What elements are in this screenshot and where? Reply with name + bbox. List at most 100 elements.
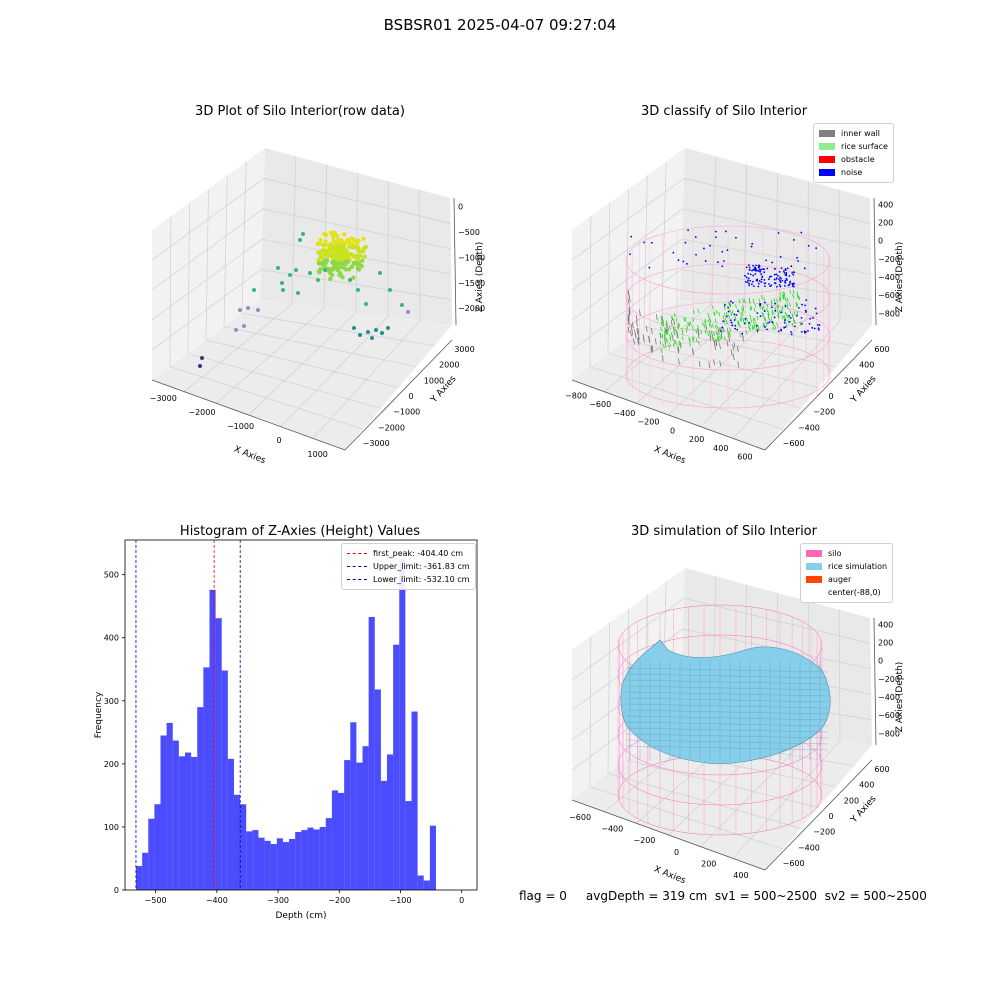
cls-surface-point (664, 328, 667, 333)
sim-ytick-label: −200 (813, 828, 835, 837)
cls-surface-point (739, 333, 742, 338)
histogram-bar (387, 754, 394, 890)
raw-point (362, 254, 368, 259)
raw-point (364, 302, 368, 306)
cls-surface-point (709, 333, 712, 338)
cls-noise-point (759, 302, 762, 305)
raw-point (344, 251, 349, 256)
cls-surface-point (670, 332, 673, 337)
cls-surface-point (764, 317, 767, 322)
cls-noise-point (789, 280, 792, 283)
cls-axis-line (873, 197, 877, 326)
cls-noise-point (763, 279, 766, 281)
cls-noise-point (677, 259, 680, 262)
cls-surface-point (748, 325, 750, 331)
cls-wall-point (732, 344, 735, 351)
raw-xtick-label: −1000 (227, 422, 254, 431)
cls-wall-point (631, 322, 634, 329)
cls-surface-point (661, 334, 664, 339)
cls-surface-point (723, 312, 726, 317)
cls-surface-point (714, 318, 717, 323)
cls-gridline (680, 269, 872, 300)
cls-noise-point (731, 301, 734, 304)
cls-gridline (682, 208, 871, 250)
cls-gridline (711, 156, 717, 305)
raw-xlabel: X Axies (232, 445, 267, 467)
cls-noise-point (752, 264, 754, 267)
cls-wall-point (736, 345, 739, 352)
cls-noise-point (763, 310, 766, 312)
cls-surface-point (660, 326, 662, 332)
cls-surface-point (742, 304, 744, 309)
cls-surface-point (712, 323, 714, 328)
cls-noise-point (783, 271, 786, 274)
cls-noise-point (630, 235, 633, 238)
cls-noise-point (760, 268, 763, 271)
cls-point-cloud (625, 225, 831, 414)
cls-gridline (732, 320, 841, 439)
cls-wall-point (711, 330, 713, 337)
cls-noise-point (756, 312, 759, 315)
cls-surface-point (692, 337, 694, 342)
cls-surface-point (684, 317, 687, 322)
cls-noise-point (782, 270, 785, 272)
cls-wall-point (648, 335, 650, 343)
cls-gridline (571, 238, 683, 321)
cls-noise-point (684, 241, 687, 244)
raw-ztick-label: 0 (458, 203, 463, 212)
cls-axis-line (764, 339, 873, 451)
cls-surface-point (683, 317, 686, 322)
cls-surface-point (718, 336, 720, 342)
raw-ytick-label: 0 (409, 392, 414, 401)
raw-gridline (312, 320, 421, 439)
cls-surface-point (669, 334, 671, 339)
cls-surface-point (792, 289, 795, 294)
cls-surface-point (672, 343, 675, 348)
raw-point (355, 245, 360, 250)
cls-noise-point (773, 273, 776, 276)
cls-noise-point (818, 324, 821, 327)
cls-noise-point (785, 271, 788, 274)
cls-surface-point (669, 325, 671, 330)
sim-mesh-line (625, 721, 829, 727)
cls-noise-point (759, 315, 762, 318)
sim-ztick-label: 200 (878, 639, 893, 648)
cls-noise-point (771, 321, 774, 324)
cls-noise-point (724, 304, 726, 306)
cls-gridline (681, 238, 872, 275)
cls-surface-point (776, 322, 778, 327)
cls-surface-point (713, 331, 715, 336)
cls-wall-point (637, 327, 640, 334)
raw-point (344, 239, 350, 244)
cls-surface-point (727, 333, 730, 338)
cls-surface-point (791, 313, 794, 318)
cls-surface-point (766, 303, 769, 308)
raw-point (316, 269, 322, 274)
sim-xtick-label: 200 (701, 860, 716, 869)
cls-surface-point (715, 310, 718, 315)
cls-noise-point (744, 317, 747, 320)
cls-surface-point (728, 331, 731, 336)
cls-noise-point (807, 329, 809, 332)
sim-mesh-line (625, 745, 829, 751)
raw-gridline (187, 202, 191, 354)
raw-pane-right (260, 148, 452, 325)
histogram-bar (246, 831, 253, 890)
cls-noise-point (753, 266, 756, 269)
histogram-xtick-label: −200 (328, 896, 350, 905)
cls-noise-point (790, 331, 792, 333)
cls-surface-point (707, 312, 710, 317)
raw-point (323, 242, 329, 248)
raw-point (335, 268, 340, 273)
cls-wall-point (691, 348, 694, 355)
sim-xtick-label: −200 (633, 836, 655, 845)
cls-surface-point (673, 320, 676, 325)
cls-surface-point (749, 326, 751, 331)
raw-point (348, 252, 353, 258)
classify-3d-plot: −800−600−400−20002004006006004002000−200… (565, 148, 905, 466)
cls-noise-point (714, 230, 717, 233)
cls-noise-point (775, 273, 778, 276)
cls-wall-point (677, 347, 680, 354)
cls-noise-point (790, 265, 793, 268)
cls-surface-point (791, 322, 794, 327)
